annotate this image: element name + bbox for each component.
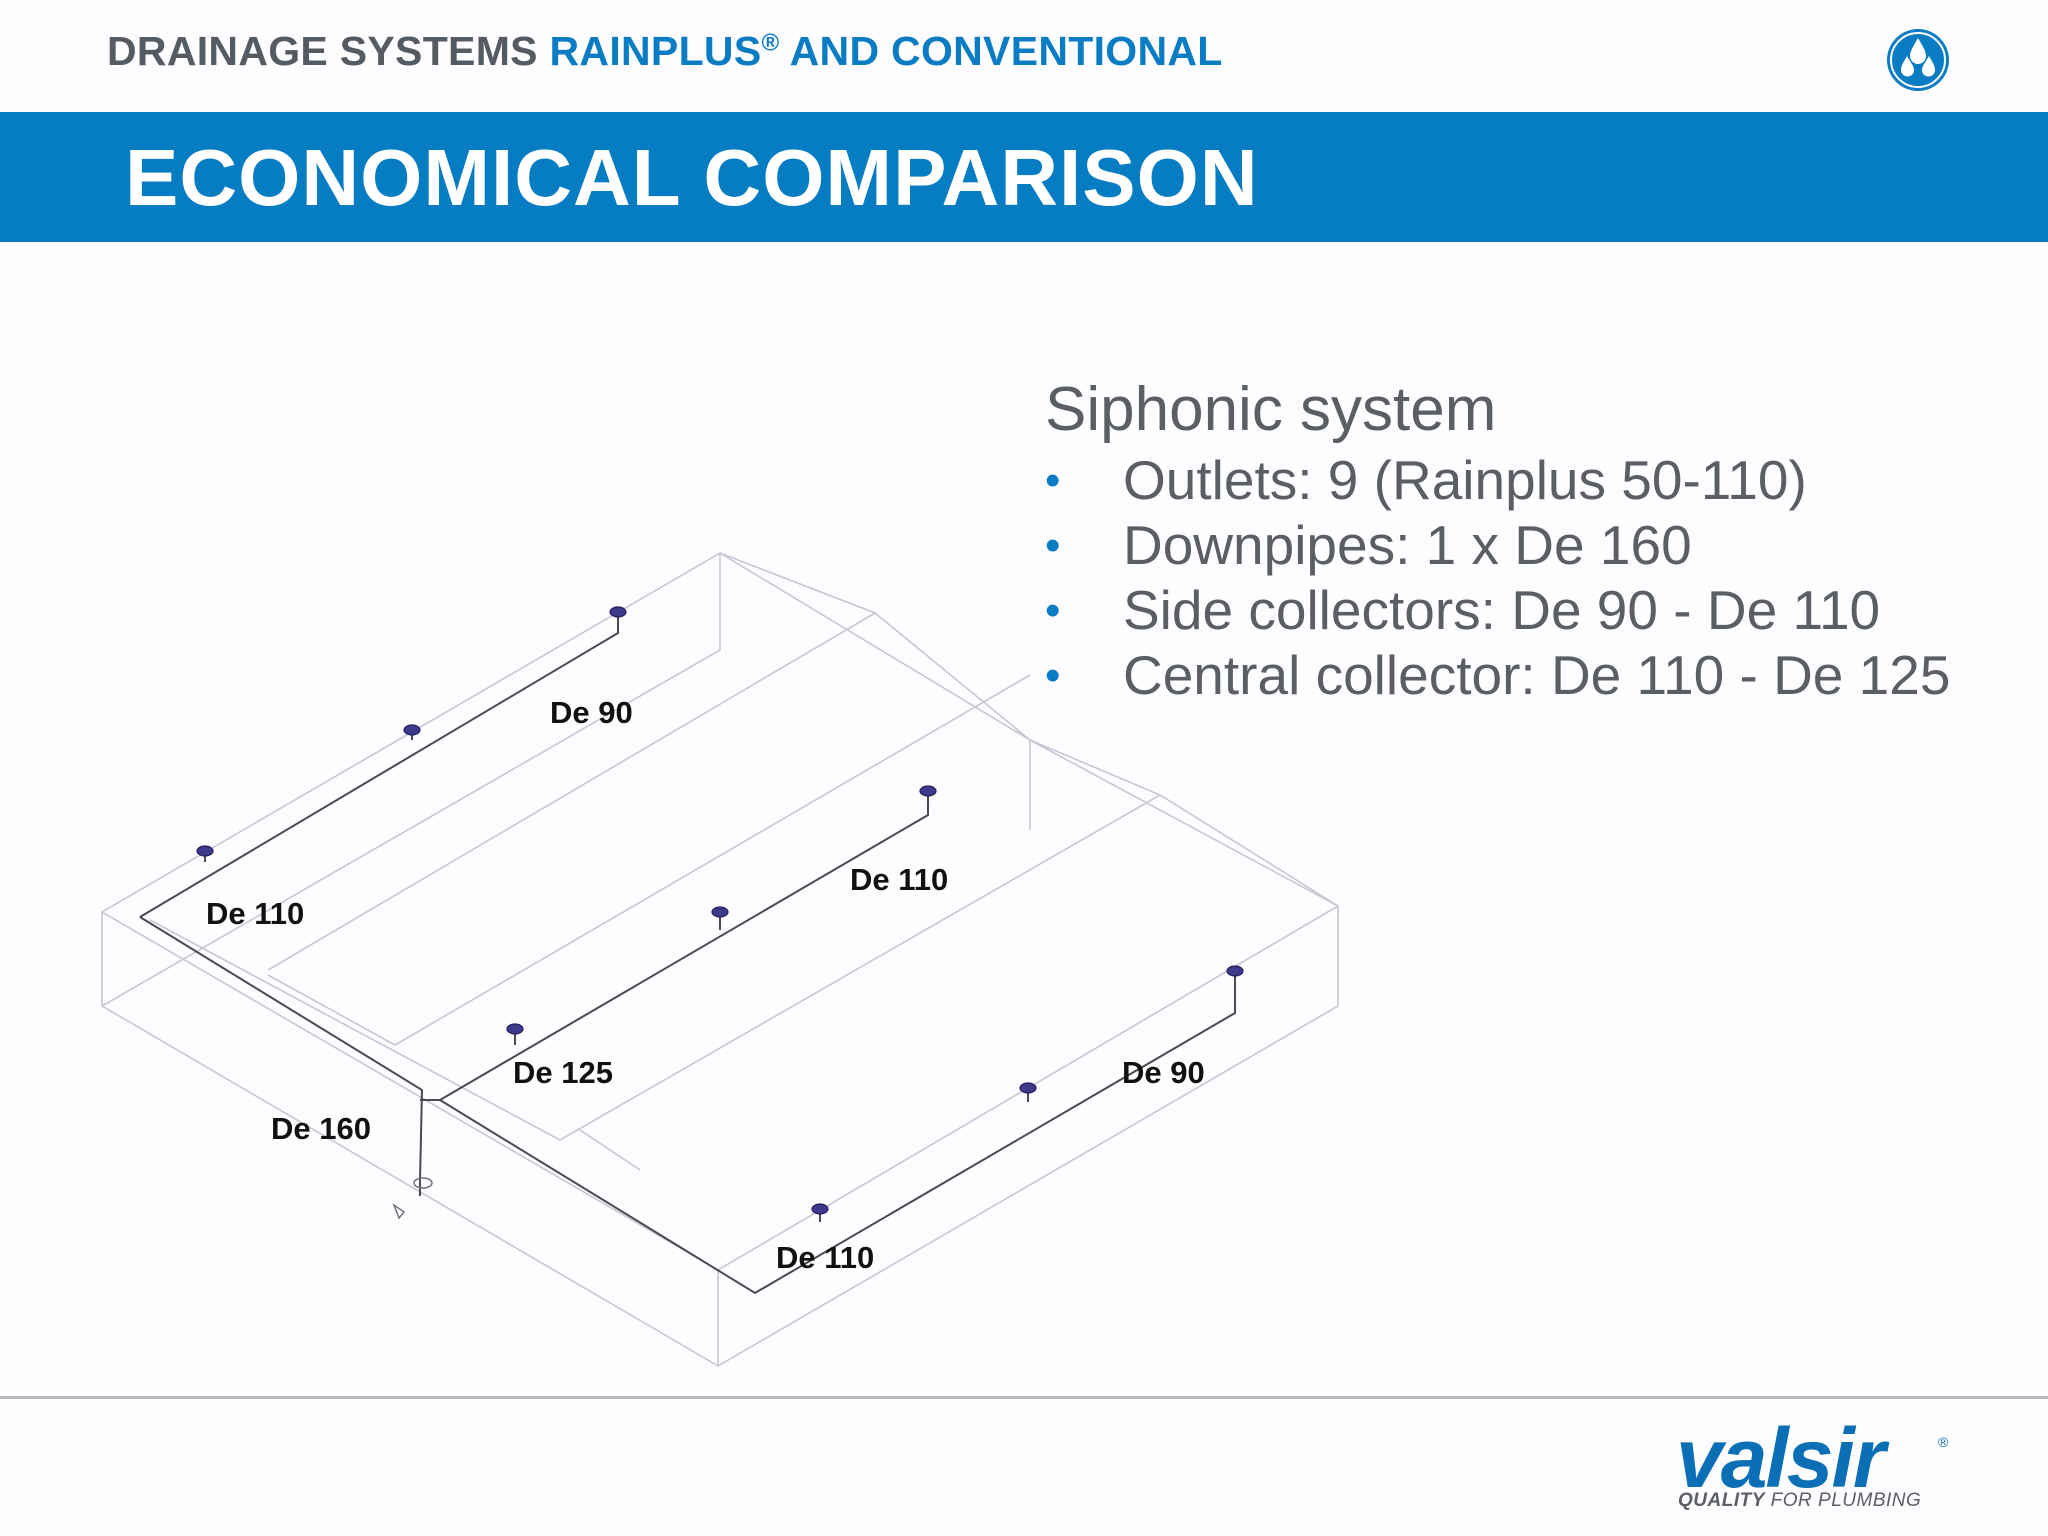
pipe-label-left-lower: De 110 <box>206 896 305 931</box>
summary-item-text: Downpipes: 1 x De 160 <box>1123 514 1692 576</box>
summary-item-downpipes: • Downpipes: 1 x De 160 <box>1045 513 1950 578</box>
brand-name: valsir <box>1676 1411 1886 1505</box>
roof-outlet-icon <box>609 606 627 618</box>
presentation-title: DRAINAGE SYSTEMS RAINPLUS® AND CONVENTIO… <box>107 28 1223 75</box>
roof-outlet-icon <box>506 1023 524 1035</box>
pipe-label-right-upper: De 90 <box>1122 1055 1205 1090</box>
bullet-icon: • <box>1045 456 1061 505</box>
pipe-label-downpipe: De 160 <box>271 1111 371 1146</box>
brand-tagline: QUALITY FOR PLUMBING <box>1678 1490 1921 1512</box>
roof-outlet-icon <box>1226 965 1244 977</box>
siphonic-system-summary: Siphonic system • Outlets: 9 (Rainplus 50… <box>1045 372 1950 708</box>
roof-outlet-icon <box>919 785 937 797</box>
summary-item-outlets: • Outlets: 9 (Rainplus 50-110) <box>1045 448 1950 513</box>
bullet-icon: • <box>1045 651 1061 700</box>
title-prefix: DRAINAGE SYSTEMS <box>107 28 538 74</box>
pipe-label-central-upper: De 110 <box>850 862 949 897</box>
summary-item-text: Side collectors: De 90 - De 110 <box>1123 579 1881 641</box>
valsir-logo: valsir ® QUALITY FOR PLUMBING <box>1676 1411 1956 1522</box>
roof-outlet-icon <box>711 906 729 918</box>
building-wireframe <box>101 552 1339 1367</box>
bullet-icon: • <box>1045 521 1061 570</box>
title-highlight: RAINPLUS <box>549 28 762 74</box>
summary-item-text: Outlets: 9 (Rainplus 50-110) <box>1123 449 1807 511</box>
brand-registered-mark: ® <box>1938 1434 1949 1450</box>
roof-outlets <box>196 606 1244 1215</box>
summary-item-side-collectors: • Side collectors: De 90 - De 110 <box>1045 578 1950 643</box>
footer-divider <box>0 1396 2048 1399</box>
page-title: ECONOMICAL COMPARISON <box>125 133 1259 222</box>
bullet-icon: • <box>1045 586 1061 635</box>
tagline-bold: QUALITY <box>1678 1490 1765 1511</box>
roof-outlet-icon <box>811 1203 829 1215</box>
roof-outlet-icon <box>1019 1082 1037 1094</box>
pipe-label-left-upper: De 90 <box>550 695 633 730</box>
summary-item-text: Central collector: De 110 - De 125 <box>1123 644 1951 706</box>
pipe-label-right-lower: De 110 <box>776 1240 875 1275</box>
title-registered-mark: ® <box>761 29 780 57</box>
summary-list: • Outlets: 9 (Rainplus 50-110) • Downpipes… <box>1045 448 1950 708</box>
tagline-rest: FOR PLUMBING <box>1764 1490 1922 1511</box>
roof-outlet-icon <box>403 724 421 736</box>
water-drops-icon <box>1887 29 1949 91</box>
title-banner: ECONOMICAL COMPARISON <box>0 112 2048 242</box>
drainage-pipework <box>139 617 1236 1295</box>
downpipe-base <box>392 1177 433 1220</box>
roof-drainage-diagram <box>101 552 1339 1367</box>
title-suffix: AND CONVENTIONAL <box>779 28 1223 74</box>
summary-heading: Siphonic system <box>1045 375 1497 444</box>
pipe-label-central-lower: De 125 <box>513 1055 613 1090</box>
roof-outlet-icon <box>196 845 214 857</box>
summary-item-central-collector: • Central collector: De 110 - De 125 <box>1045 643 1950 708</box>
